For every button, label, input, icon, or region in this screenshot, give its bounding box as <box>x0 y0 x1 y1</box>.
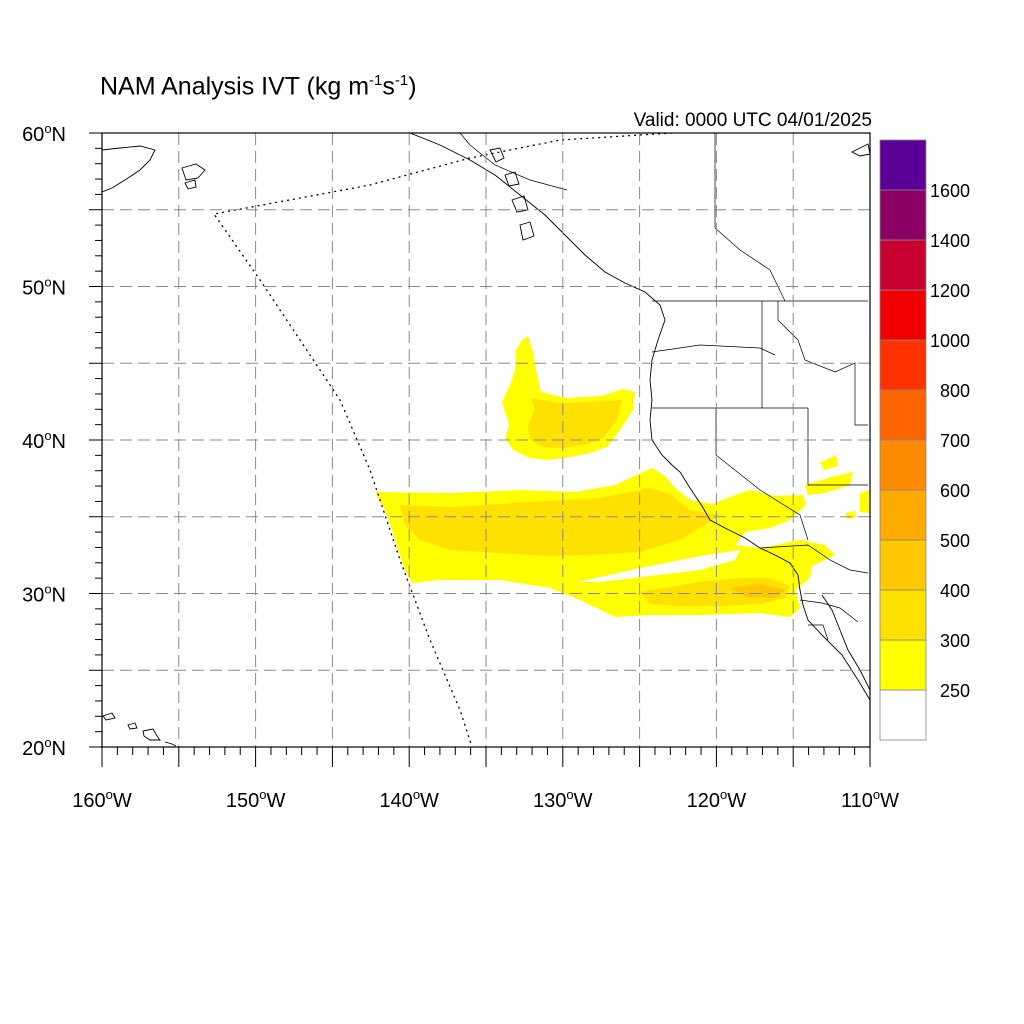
ivt-shading <box>375 336 870 617</box>
colorbar-label: 1600 <box>930 181 970 201</box>
colorbar-swatch <box>879 589 927 641</box>
colorbar-swatch <box>879 489 927 541</box>
colorbar-label: 500 <box>940 531 970 551</box>
colorbar-label: 250 <box>940 681 970 701</box>
bc-alberta-border <box>714 133 786 302</box>
mexico-border <box>799 599 859 623</box>
lon-label: 120oW <box>687 787 747 812</box>
colorbar-label: 400 <box>940 581 970 601</box>
colorbar-label: 1200 <box>930 281 970 301</box>
map-frame <box>101 132 871 748</box>
lon-label: 150oW <box>226 787 286 812</box>
lat-label: 30oN <box>22 582 66 607</box>
colorbar-label: 300 <box>940 631 970 651</box>
colorbar-swatch <box>879 239 927 291</box>
ivt-colorbar: 250 300 400 500 600 700 800 1000 1200 1400 1600 <box>879 139 970 741</box>
colorbar-label: 1000 <box>930 331 970 351</box>
latitude-labels: 60oN 50oN 40oN 30oN 20oN <box>22 121 66 760</box>
alaska-islands <box>181 147 535 241</box>
lat-label: 60oN <box>22 121 66 146</box>
alaska-canada-border <box>459 133 568 191</box>
colorbar-label: 800 <box>940 381 970 401</box>
arizona-border <box>759 544 869 574</box>
baja-gulf-coastline <box>821 594 870 691</box>
map-title: NAM Analysis IVT (kg m-1s-1) <box>100 72 417 101</box>
idaho-border <box>761 301 868 426</box>
hudson-bay-edge <box>850 143 870 157</box>
lat-label: 20oN <box>22 735 66 760</box>
axis-ticks <box>89 132 871 767</box>
valid-time-label: Valid: 0000 UTC 04/01/2025 <box>633 110 872 131</box>
baja-border <box>808 624 829 641</box>
lat-label: 40oN <box>22 428 66 453</box>
nevada-east-border <box>807 408 868 486</box>
lon-label: 110oW <box>841 787 899 812</box>
nam-domain-boundary <box>212 133 673 747</box>
washington-oregon-border <box>651 344 776 356</box>
lat-label: 50oN <box>22 275 66 300</box>
lon-label: 130oW <box>533 787 593 812</box>
north-america-coastline <box>409 133 870 701</box>
alaska-coastline <box>102 145 156 193</box>
longitude-labels: 160oW 150oW 140oW 130oW 120oW 110oW <box>72 787 899 812</box>
colorbar-swatch <box>879 539 927 591</box>
lon-label: 140oW <box>379 787 439 812</box>
political-borders <box>459 133 869 641</box>
ivt-plume-nevada <box>805 455 870 519</box>
colorbar-swatch <box>879 289 927 341</box>
colorbar-swatch <box>879 339 927 391</box>
colorbar-swatch <box>879 189 927 241</box>
lon-label: 160oW <box>72 787 132 812</box>
colorbar-swatch <box>879 439 927 491</box>
colorbar-label: 600 <box>940 481 970 501</box>
colorbar-label: 1400 <box>930 231 970 251</box>
coastlines <box>102 133 870 747</box>
graticule <box>102 133 870 747</box>
colorbar-label: 700 <box>940 431 970 451</box>
ivt-plume-north-400 <box>528 398 622 448</box>
ivt-plume-south-500 <box>730 584 785 598</box>
colorbar-swatch <box>879 639 927 691</box>
colorbar-swatch <box>879 389 927 441</box>
colorbar-swatch <box>879 689 927 741</box>
hawaii-islands <box>102 712 177 747</box>
colorbar-swatch <box>879 139 927 191</box>
